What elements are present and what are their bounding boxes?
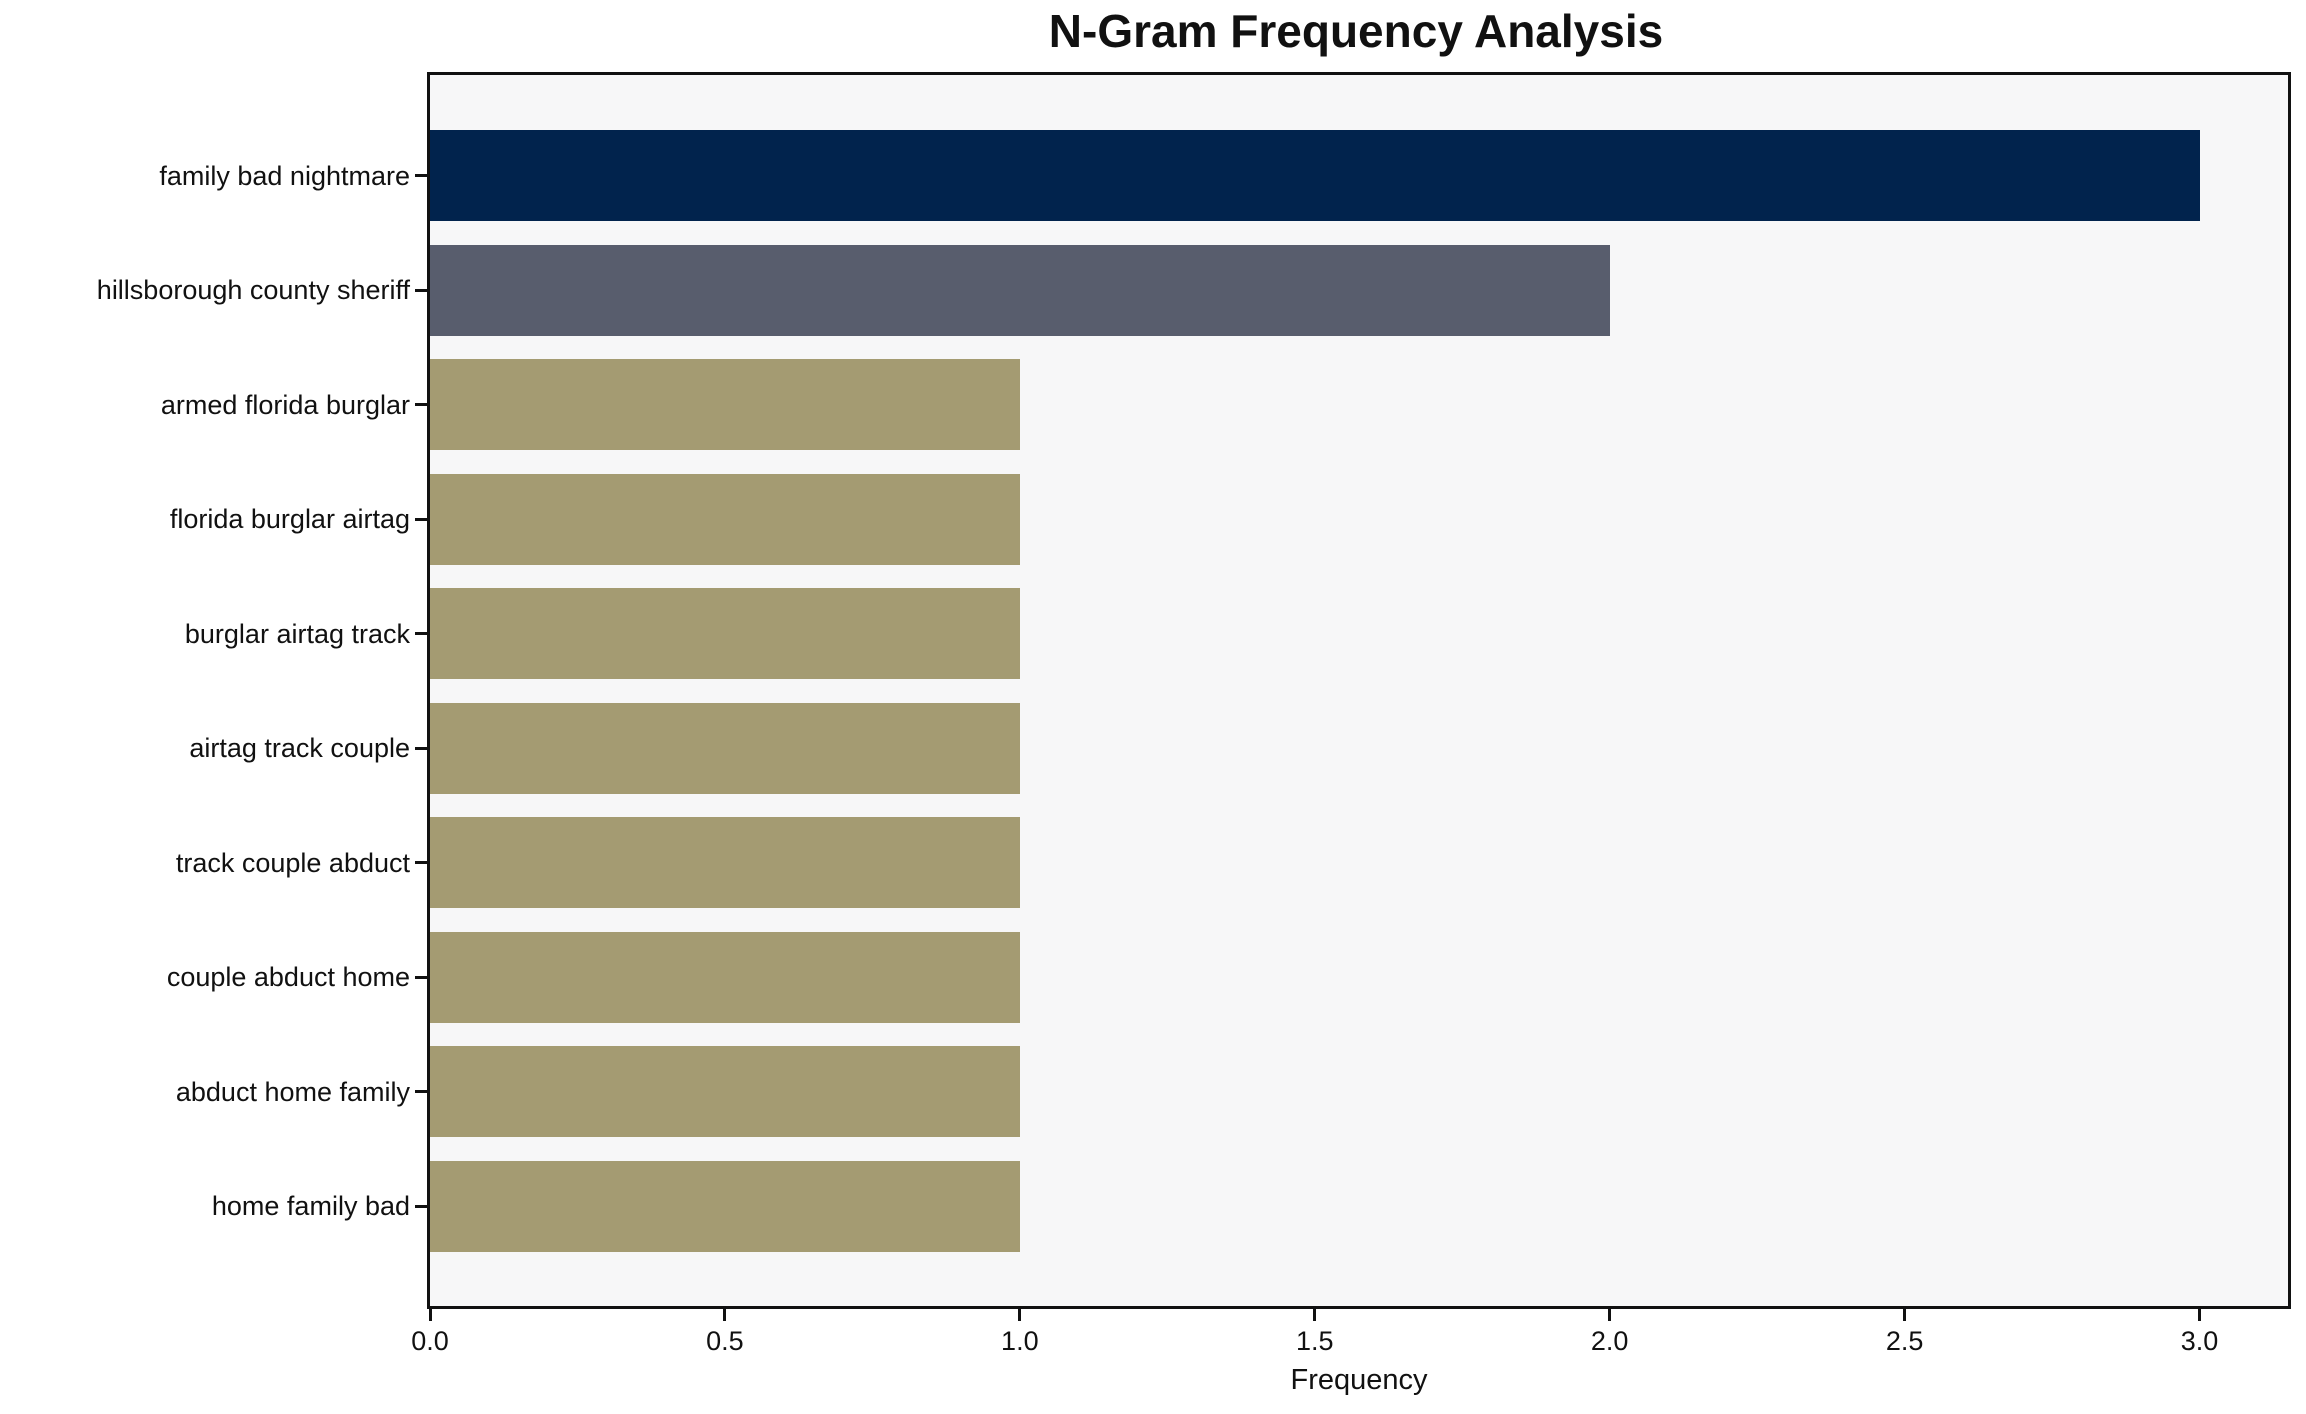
chart-title: N-Gram Frequency Analysis xyxy=(1048,5,1664,57)
bar xyxy=(430,931,1020,1023)
x-tick-mark xyxy=(1608,1309,1612,1321)
y-tick-mark xyxy=(415,288,427,292)
x-axis-label: Frequency xyxy=(1290,1364,1428,1396)
x-tick-mark xyxy=(2198,1309,2202,1321)
x-tick-mark xyxy=(1903,1309,1907,1321)
y-tick-mark xyxy=(415,632,427,635)
y-tick-mark xyxy=(415,517,427,521)
y-tick-label: abduct home family xyxy=(175,1076,410,1107)
bar xyxy=(430,1046,1020,1137)
y-tick-label: track couple abduct xyxy=(175,847,410,878)
y-tick-label: family bad nightmare xyxy=(159,160,410,191)
x-tick-label: 0.0 xyxy=(411,1326,449,1356)
y-tick-mark xyxy=(415,861,427,864)
bar xyxy=(430,1160,1020,1252)
bar xyxy=(430,817,1020,908)
y-tick-label: armed florida burglar xyxy=(160,389,410,420)
x-tick-label: 0.5 xyxy=(706,1326,744,1356)
bar xyxy=(430,702,1020,794)
x-tick-label: 1.0 xyxy=(1001,1326,1039,1356)
x-tick-mark xyxy=(723,1309,727,1321)
plot-area: Frequency family bad nightmare hillsborou… xyxy=(97,72,2291,1396)
y-tick-mark xyxy=(415,975,427,979)
bar xyxy=(430,588,1020,679)
y-tick-label: couple abduct home xyxy=(166,962,410,992)
y-tick-label: home family bad xyxy=(211,1191,410,1221)
y-tick-mark xyxy=(415,403,427,406)
y-tick-mark xyxy=(415,174,427,177)
y-tick-label: hillsborough county sheriff xyxy=(96,275,410,305)
bar xyxy=(430,244,1610,336)
x-tick-mark xyxy=(428,1309,432,1321)
x-tick-label: 2.5 xyxy=(1885,1326,1924,1356)
y-tick-mark xyxy=(415,1090,427,1093)
bar xyxy=(430,130,2200,221)
y-tick-label: florida burglar airtag xyxy=(169,504,410,534)
bar xyxy=(430,473,1020,565)
y-tick-mark xyxy=(415,746,427,750)
x-tick-label: 1.5 xyxy=(1295,1326,1334,1356)
x-tick-mark xyxy=(1313,1309,1317,1321)
y-tick-label: burglar airtag track xyxy=(184,618,410,649)
bar xyxy=(430,359,1020,450)
x-tick-label: 3.0 xyxy=(2180,1326,2219,1356)
x-tick-mark xyxy=(1018,1309,1022,1321)
y-tick-label: airtag track couple xyxy=(189,733,410,763)
y-tick-mark xyxy=(415,1204,427,1208)
x-tick-label: 2.0 xyxy=(1590,1326,1629,1356)
